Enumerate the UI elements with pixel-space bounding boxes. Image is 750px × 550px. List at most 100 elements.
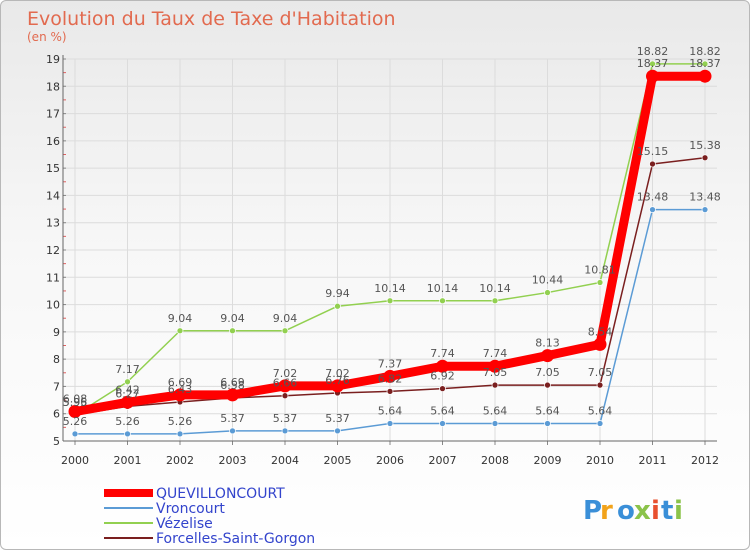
- x-tick-label: 2007: [429, 454, 457, 467]
- data-point: [541, 349, 554, 363]
- data-label: 10.14: [374, 282, 406, 295]
- y-tick-label: 7: [53, 380, 60, 393]
- x-tick-label: 2004: [271, 454, 299, 467]
- y-tick-label: 18: [46, 80, 60, 93]
- y-tick-label: 15: [46, 162, 60, 175]
- y-tick-label: 9: [53, 326, 60, 339]
- data-label: 5.26: [115, 415, 140, 428]
- data-label: 6.69: [220, 376, 245, 389]
- data-label: 6.42: [115, 383, 140, 396]
- data-label: 13.48: [637, 191, 669, 204]
- data-label: 13.48: [689, 191, 721, 204]
- data-label: 18.82: [637, 45, 669, 58]
- logo-letter: o: [617, 496, 635, 526]
- data-point: [596, 420, 604, 427]
- x-tick-label: 2008: [481, 454, 509, 467]
- y-tick-label: 19: [46, 53, 60, 66]
- data-point: [491, 297, 499, 305]
- data-label: 5.96: [63, 396, 88, 409]
- data-label: 5.64: [430, 405, 455, 418]
- logo-letter: i: [651, 496, 660, 526]
- data-point: [386, 297, 394, 305]
- data-label: 7.05: [535, 366, 560, 379]
- data-label: 10.14: [427, 282, 459, 295]
- data-label: 6.82: [378, 372, 403, 385]
- data-point: [491, 420, 499, 427]
- data-label: 7.74: [430, 347, 455, 360]
- data-label: 7.74: [483, 347, 508, 360]
- chart-subtitle: (en %): [27, 30, 67, 44]
- data-label: 5.64: [378, 405, 403, 418]
- y-tick-label: 11: [46, 271, 60, 284]
- data-label: 6.69: [168, 376, 193, 389]
- data-point: [544, 381, 551, 389]
- x-tick-label: 2012: [691, 454, 719, 467]
- data-label: 7.05: [588, 366, 613, 379]
- logo-letter: r: [600, 496, 613, 526]
- data-point: [701, 206, 709, 213]
- y-tick-label: 12: [46, 244, 60, 257]
- y-tick-label: 8: [53, 353, 60, 366]
- y-tick-label: 6: [53, 408, 60, 421]
- x-tick-label: 2010: [586, 454, 614, 467]
- data-point: [439, 420, 446, 427]
- data-point: [173, 388, 187, 402]
- data-label: 5.37: [220, 412, 245, 425]
- data-point: [71, 430, 79, 438]
- data-label: 6.58: [220, 379, 245, 392]
- data-label: 5.64: [535, 405, 560, 418]
- data-point: [281, 392, 289, 400]
- x-tick-label: 2006: [376, 454, 404, 467]
- data-label: 9.04: [220, 312, 245, 325]
- data-label: 6.66: [273, 377, 298, 390]
- data-label: 10.14: [479, 282, 511, 295]
- data-point: [383, 369, 397, 383]
- data-label: 18.82: [689, 45, 721, 58]
- x-tick-label: 2005: [324, 454, 352, 467]
- data-point: [334, 302, 341, 310]
- data-point: [278, 379, 292, 393]
- data-point: [124, 378, 131, 386]
- legend-label: Vézelise: [156, 516, 213, 532]
- data-label: 5.37: [273, 412, 298, 425]
- legend-label: Forcelles-Saint-Gorgon: [156, 531, 315, 547]
- data-point: [701, 154, 709, 162]
- data-point: [226, 388, 239, 402]
- legend-label: Vroncourt: [156, 501, 225, 517]
- data-label: 10.81: [584, 263, 616, 276]
- data-label: 9.04: [273, 312, 298, 325]
- data-point: [491, 381, 499, 389]
- x-tick-label: 2000: [61, 454, 89, 467]
- chart-title: Evolution du Taux de Taxe d'Habitation: [27, 8, 396, 30]
- data-point: [701, 60, 709, 68]
- data-point: [649, 60, 656, 68]
- data-label: 15.15: [637, 145, 669, 158]
- data-point: [281, 427, 289, 435]
- data-point: [544, 289, 551, 296]
- data-label: 18.37: [637, 57, 669, 70]
- data-point: [386, 420, 394, 427]
- data-point: [593, 337, 607, 351]
- x-tick-label: 2011: [639, 454, 667, 467]
- data-point: [436, 359, 449, 373]
- data-label: 5.95: [63, 396, 88, 409]
- y-tick-label: 5: [53, 435, 60, 448]
- data-label: 5.64: [588, 405, 613, 418]
- x-tick-label: 2009: [534, 454, 562, 467]
- data-point: [331, 379, 344, 393]
- data-label: 5.26: [168, 415, 193, 428]
- x-tick-label: 2002: [166, 454, 194, 467]
- data-label: 5.26: [63, 415, 88, 428]
- data-label: 6.43: [168, 383, 193, 396]
- data-label: 9.94: [325, 287, 350, 300]
- data-point: [649, 206, 656, 213]
- data-point: [229, 327, 236, 335]
- data-point: [439, 297, 446, 305]
- data-label: 5.64: [483, 405, 508, 418]
- logo-letter: i: [674, 496, 683, 526]
- data-label: 6.76: [325, 374, 350, 387]
- data-point: [176, 327, 184, 335]
- data-point: [334, 427, 341, 435]
